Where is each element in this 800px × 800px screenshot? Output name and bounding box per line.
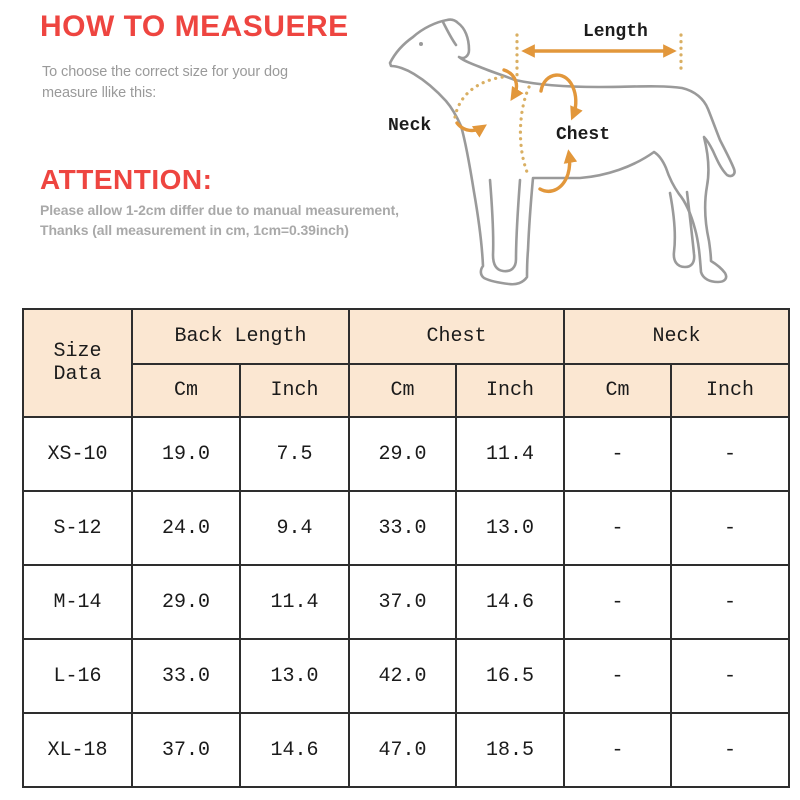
dog-far-rear-leg [668, 190, 696, 269]
chest-label: Chest [556, 125, 610, 145]
value-cell: 14.6 [454, 564, 566, 640]
value-cell: 33.0 [131, 638, 241, 714]
dog-far-front-leg [488, 178, 522, 273]
size-cell: XL-18 [22, 712, 133, 788]
value-cell: 37.0 [348, 564, 457, 640]
value-cell: 16.5 [454, 638, 566, 714]
group-header-chest: Chest [347, 308, 566, 365]
value-cell: 13.0 [454, 490, 566, 566]
size-cell: L-16 [22, 638, 133, 714]
size-cell: S-12 [22, 490, 133, 566]
how-to-measure-subtitle: To choose the correct size for your dog … [42, 62, 288, 104]
table-row: XS-10 19.0 7.5 29.0 11.4- - [22, 416, 791, 492]
value-cell: 42.0 [348, 638, 457, 714]
value-cell: 24.0 [131, 490, 241, 566]
attention-note-line-1: Please allow 1-2cm differ due to manual … [40, 202, 399, 218]
value-cell: - [670, 416, 791, 492]
table-group-header-row: Size Data Back Length Chest Neck [22, 308, 791, 418]
unit-header-cell: Inch [454, 363, 566, 418]
value-cell: 11.4 [239, 564, 350, 640]
value-cell: 29.0 [131, 564, 241, 640]
value-cell: 37.0 [131, 712, 241, 788]
value-cell: 7.5 [239, 416, 350, 492]
table-row: L-16 33.0 13.0 42.0 16.5- - [22, 638, 791, 714]
size-cell: M-14 [22, 564, 133, 640]
unit-header-cell: Inch [239, 363, 350, 418]
value-cell: 47.0 [348, 712, 457, 788]
value-cell: 14.6 [239, 712, 350, 788]
neck-curved-arrow [455, 121, 487, 138]
how-to-measure-title: HOW TO MEASUERE [40, 10, 349, 43]
attention-note: Please allow 1-2cm differ due to manual … [40, 200, 399, 240]
subtitle-line-1: To choose the correct size for your dog [42, 64, 288, 80]
group-header-neck: Neck [563, 308, 791, 365]
size-cell: XS-10 [22, 416, 133, 492]
value-cell: 18.5 [454, 712, 566, 788]
value-cell: 29.0 [348, 416, 457, 492]
size-data-label: Size Data [53, 340, 102, 386]
subtitle-line-2: measure llike this: [42, 85, 157, 101]
value-cell: - [563, 638, 673, 714]
chest-top-arrow [539, 73, 583, 121]
value-cell: 19.0 [131, 416, 241, 492]
unit-header-cell: Cm [563, 363, 673, 418]
value-cell: - [563, 416, 673, 492]
neck-label: Neck [388, 116, 431, 136]
attention-title: ATTENTION: [40, 164, 213, 195]
value-cell: - [563, 712, 673, 788]
dog-outline-illustration [388, 18, 736, 286]
size-table-body: XS-10 19.0 7.5 29.0 11.4- - S-12 24.0 9.4 33.0 13.… [22, 416, 791, 788]
chest-dotted-arc [518, 85, 531, 174]
unit-header-row: Cm Inch Cm Inch Cm Inch [23, 363, 791, 418]
dog-ear-inner-line [441, 20, 458, 47]
value-cell: - [563, 564, 673, 640]
table-row: S-12 24.0 9.4 33.0 13.0- - [22, 490, 791, 566]
value-cell: 11.4 [454, 416, 566, 492]
value-cell: 9.4 [239, 490, 350, 566]
attention-note-line-2: Thanks (all measurement in cm, 1cm=0.39i… [40, 222, 349, 238]
chest-bottom-arrow [538, 149, 578, 193]
group-header-back-length: Back Length [131, 308, 350, 365]
value-cell: 33.0 [348, 490, 457, 566]
length-label: Length [583, 22, 648, 42]
value-cell: - [670, 712, 791, 788]
withers-curved-arrow [502, 68, 524, 102]
value-cell: - [563, 490, 673, 566]
value-cell: - [670, 564, 791, 640]
dog-measurement-diagram: Length Neck Chest [388, 18, 736, 286]
unit-header-cell: Cm [131, 363, 241, 418]
table-row: M-14 29.0 11.4 37.0 14.6- - [22, 564, 791, 640]
size-table: Size Data Back Length Chest Neck Cm Inch C… [22, 308, 791, 788]
dog-eye [419, 42, 423, 46]
value-cell: - [670, 490, 791, 566]
table-row: XL-18 37.0 14.6 47.0 18.5- - [22, 712, 791, 788]
neck-dotted-arc [453, 75, 505, 119]
value-cell: 13.0 [239, 638, 350, 714]
size-data-corner-cell: Size Data [22, 308, 133, 418]
unit-header-cell: Inch [670, 363, 791, 418]
value-cell: - [670, 638, 791, 714]
unit-header-cell: Cm [348, 363, 457, 418]
